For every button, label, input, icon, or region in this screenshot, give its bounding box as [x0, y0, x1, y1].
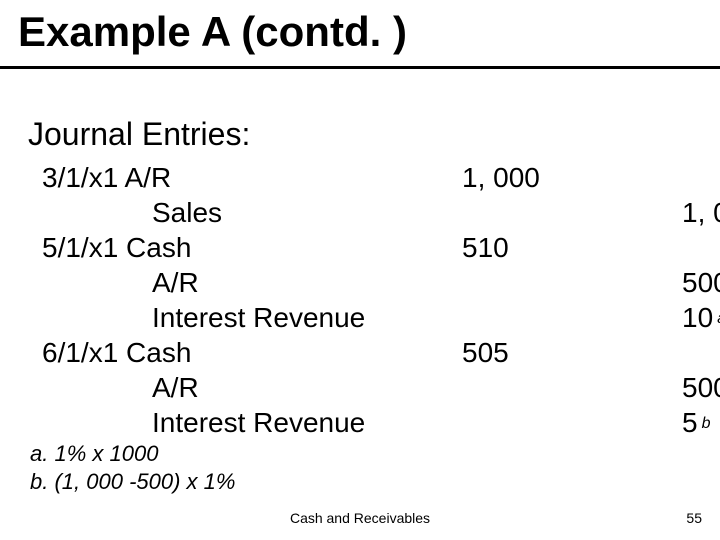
footnote-b: b. (1, 000 -500) x 1%	[30, 468, 235, 496]
section-subtitle: Journal Entries:	[28, 116, 250, 153]
account-name: Sales	[42, 195, 572, 230]
account-name: 6/1/x1 Cash	[42, 335, 462, 370]
journal-entries: 3/1/x1 A/R 1, 000 Sales 1, 000 5/1/x1 Ca…	[42, 160, 702, 440]
entry-row: Interest Revenue 5 b	[42, 405, 702, 440]
debit-amount: 1, 000	[462, 160, 572, 195]
credit-amount: 5 b	[682, 405, 720, 440]
entry-row: 3/1/x1 A/R 1, 000	[42, 160, 702, 195]
entry-row: A/R 500	[42, 265, 702, 300]
footnotes: a. 1% x 1000 b. (1, 000 -500) x 1%	[30, 440, 235, 495]
title-underline	[0, 66, 720, 69]
credit-amount: 500	[682, 265, 720, 300]
entry-row: A/R 500	[42, 370, 702, 405]
footnote-a: a. 1% x 1000	[30, 440, 235, 468]
account-name: Interest Revenue	[42, 300, 572, 335]
credit-amount: 10 a	[682, 300, 720, 335]
account-name: 3/1/x1 A/R	[42, 160, 462, 195]
entry-row: Sales 1, 000	[42, 195, 702, 230]
slide-title: Example A (contd. )	[18, 8, 407, 56]
page-number: 55	[686, 510, 702, 526]
debit-amount: 505	[462, 335, 572, 370]
account-name: Interest Revenue	[42, 405, 572, 440]
entry-row: Interest Revenue 10 a	[42, 300, 702, 335]
credit-amount: 500	[682, 370, 720, 405]
slide-footer: Cash and Receivables	[0, 510, 720, 526]
entry-row: 6/1/x1 Cash 505	[42, 335, 702, 370]
account-name: 5/1/x1 Cash	[42, 230, 462, 265]
debit-amount: 510	[462, 230, 572, 265]
entry-row: 5/1/x1 Cash 510	[42, 230, 702, 265]
footnote-ref: b	[702, 414, 711, 434]
account-name: A/R	[42, 370, 572, 405]
account-name: A/R	[42, 265, 572, 300]
slide: Example A (contd. ) Journal Entries: 3/1…	[0, 0, 720, 540]
credit-amount: 1, 000	[682, 195, 720, 230]
